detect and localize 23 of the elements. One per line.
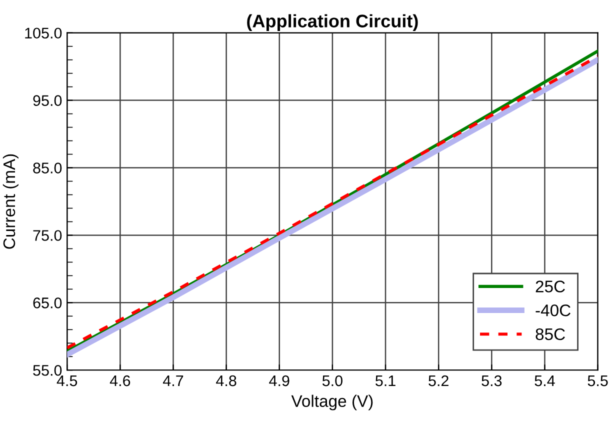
y-tick-label: 85.0	[33, 162, 62, 174]
y-tick-label: 65.0	[33, 298, 62, 308]
legend-label: 85C	[536, 328, 565, 340]
x-tick-label: 4.9	[269, 375, 290, 386]
x-tick-label: 5.0	[322, 375, 342, 386]
x-tick-label: 4.5	[56, 376, 78, 386]
x-tick-label: 5.3	[482, 375, 502, 386]
x-axis-title: Voltage (V)	[291, 394, 373, 410]
y-axis-title: Current (mA)	[2, 154, 18, 249]
y-tick-label: 105.0	[25, 28, 62, 39]
x-tick-label: 5.2	[428, 375, 448, 386]
y-tick-label: 75.0	[33, 230, 62, 241]
y-tick-label: 95.0	[33, 95, 62, 106]
x-tick-label: 4.8	[216, 375, 236, 386]
x-tick-label: 4.6	[110, 375, 130, 386]
x-tick-label: 5.1	[376, 376, 396, 386]
x-tick-label: 5.4	[534, 376, 555, 386]
x-tick-label: 4.7	[162, 376, 184, 386]
y-tick-label: 55.0	[33, 364, 62, 376]
x-tick-label: 5.5	[588, 376, 608, 386]
legend-label: -40C	[536, 304, 570, 316]
chart-title: (Application Circuit)	[247, 14, 418, 32]
legend-label: 25C	[536, 280, 565, 292]
